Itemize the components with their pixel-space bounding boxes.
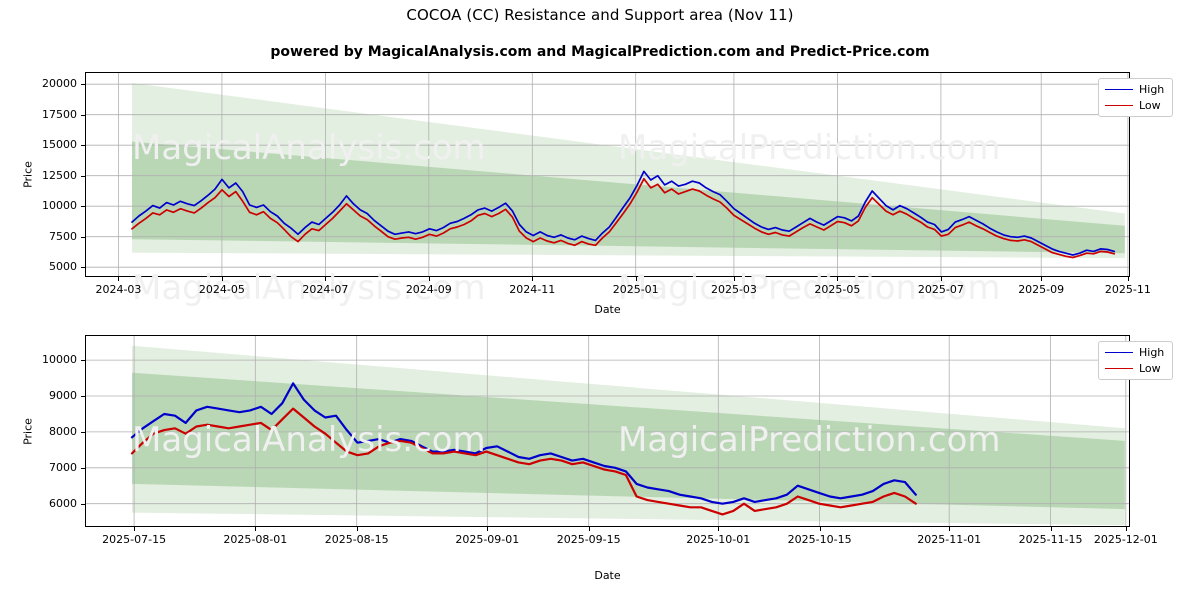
lower-chart-xtick-mark bbox=[487, 527, 489, 531]
upper-chart-xtick-label: 2024-07 bbox=[302, 283, 349, 296]
upper-chart-xtick-label: 2025-07 bbox=[917, 283, 964, 296]
lower-chart-xtick-label: 2025-07-15 bbox=[102, 533, 167, 546]
upper-chart-panel bbox=[85, 72, 1130, 277]
lower-chart-xtick-mark bbox=[718, 527, 720, 531]
upper-chart-xtick-label: 2025-01 bbox=[612, 283, 659, 296]
upper-chart-ytick-mark bbox=[81, 267, 85, 269]
lower-chart-panel bbox=[85, 335, 1130, 527]
lower-chart-ytick-label: 7000 bbox=[49, 460, 77, 474]
lower-chart-xtick-mark bbox=[1050, 527, 1052, 531]
upper-chart-xtick-mark bbox=[532, 277, 534, 281]
lower-chart-xtick-label: 2025-11-15 bbox=[1018, 533, 1083, 546]
lower-chart-ytick-label: 9000 bbox=[49, 389, 77, 402]
upper-chart-xtick-label: 2024-09 bbox=[405, 283, 452, 296]
lower-chart-xtick-label: 2025-08-15 bbox=[324, 533, 389, 546]
upper-chart-legend[interactable]: High Low bbox=[1098, 78, 1174, 117]
lower-chart-xtick-label: 2025-10-01 bbox=[686, 533, 751, 546]
legend-line-low bbox=[1105, 368, 1133, 369]
upper-chart-xtick-label: 2025-09 bbox=[1018, 283, 1065, 296]
upper-chart-ytick-mark bbox=[81, 206, 85, 208]
legend-label-low: Low bbox=[1139, 99, 1161, 112]
lower-chart-xtick-mark bbox=[1125, 527, 1127, 531]
lower-chart-xtick-mark bbox=[255, 527, 257, 531]
lower-chart-xtick-label: 2025-09-15 bbox=[556, 533, 621, 546]
upper-chart-xtick-mark bbox=[428, 277, 430, 281]
upper-chart-xtick-label: 2024-05 bbox=[198, 283, 245, 296]
upper-chart-xtick-mark bbox=[733, 277, 735, 281]
legend-entry-high: High bbox=[1105, 346, 1164, 359]
upper-chart-ytick-label: 20000 bbox=[42, 77, 77, 91]
upper-chart-ytick-mark bbox=[81, 236, 85, 238]
upper-chart-xtick-mark bbox=[118, 277, 120, 281]
lower-chart-xtick-label: 2025-11-01 bbox=[917, 533, 982, 546]
upper-chart-xtick-label: 2025-03 bbox=[710, 283, 757, 296]
upper-chart-xtick-mark bbox=[837, 277, 839, 281]
upper-chart-plot bbox=[85, 72, 1130, 277]
lower-chart-ytick-mark bbox=[81, 360, 85, 362]
lower-chart-xtick-mark bbox=[949, 527, 951, 531]
lower-chart-xtick-label: 2025-12-01 bbox=[1093, 533, 1158, 546]
legend-line-low bbox=[1105, 105, 1133, 106]
upper-chart-xtick-mark bbox=[635, 277, 637, 281]
upper-chart-ytick-label: 5000 bbox=[49, 260, 77, 274]
lower-chart-ytick-mark bbox=[81, 467, 85, 469]
lower-chart-ytick-mark bbox=[81, 396, 85, 397]
legend-entry-low: Low bbox=[1105, 99, 1164, 112]
upper-chart-ytick-label: 12500 bbox=[42, 168, 77, 182]
lower-chart-ytick-label: 6000 bbox=[49, 496, 77, 510]
upper-chart-ytick-mark bbox=[81, 175, 85, 177]
upper-chart-xtick-mark bbox=[221, 277, 223, 281]
legend-entry-low: Low bbox=[1105, 362, 1164, 375]
legend-label-high: High bbox=[1139, 83, 1165, 96]
upper-chart-xtick-label: 2025-11 bbox=[1104, 283, 1151, 296]
legend-label-high: High bbox=[1139, 346, 1165, 359]
legend-line-high bbox=[1105, 89, 1133, 90]
page-subtitle: powered by MagicalAnalysis.com and Magic… bbox=[270, 44, 930, 60]
legend-entry-high: High bbox=[1105, 83, 1164, 96]
upper-chart-ytick-mark bbox=[81, 84, 85, 86]
lower-chart-ytick-mark bbox=[81, 431, 85, 433]
lower-chart-xtick-mark bbox=[356, 527, 358, 531]
lower-chart-ytick-label: 10000 bbox=[42, 353, 77, 367]
legend-line-high bbox=[1105, 352, 1133, 353]
lower-chart-plot bbox=[85, 335, 1130, 527]
upper-chart-ytick-label: 10000 bbox=[42, 199, 77, 213]
lower-chart-xtick-label: 2025-10-15 bbox=[787, 533, 852, 546]
upper-chart-xtick-mark bbox=[1041, 277, 1043, 281]
lower-chart-xtick-mark bbox=[819, 527, 821, 531]
upper-chart-ytick-label: 7500 bbox=[49, 229, 77, 243]
upper-chart-xlabel: Date bbox=[594, 303, 621, 316]
lower-chart-ytick-mark bbox=[81, 503, 85, 505]
lower-chart-ytick-label: 8000 bbox=[49, 424, 77, 438]
upper-chart-xtick-label: 2024-11 bbox=[509, 283, 556, 296]
upper-chart-xtick-label: 2024-03 bbox=[95, 283, 142, 296]
lower-chart-legend[interactable]: High Low bbox=[1098, 341, 1174, 380]
lower-chart-xtick-mark bbox=[588, 527, 590, 531]
lower-chart-xtick-label: 2025-08-01 bbox=[223, 533, 288, 546]
lower-chart-xtick-label: 2025-09-01 bbox=[455, 533, 520, 546]
upper-chart-xtick-mark bbox=[1127, 277, 1129, 281]
legend-label-low: Low bbox=[1139, 362, 1161, 375]
upper-chart-xtick-mark bbox=[940, 277, 942, 281]
upper-chart-ytick-mark bbox=[81, 145, 85, 147]
upper-chart-xtick-label: 2025-05 bbox=[814, 283, 861, 296]
upper-chart-ytick-label: 15000 bbox=[42, 138, 77, 152]
upper-chart-ytick-mark bbox=[81, 114, 85, 116]
lower-chart-xlabel: Date bbox=[594, 569, 621, 582]
upper-chart-ytick-label: 17500 bbox=[42, 107, 77, 121]
page-title: COCOA (CC) Resistance and Support area (… bbox=[406, 6, 794, 24]
lower-chart-xtick-mark bbox=[134, 527, 136, 531]
upper-chart-xtick-mark bbox=[325, 277, 327, 281]
